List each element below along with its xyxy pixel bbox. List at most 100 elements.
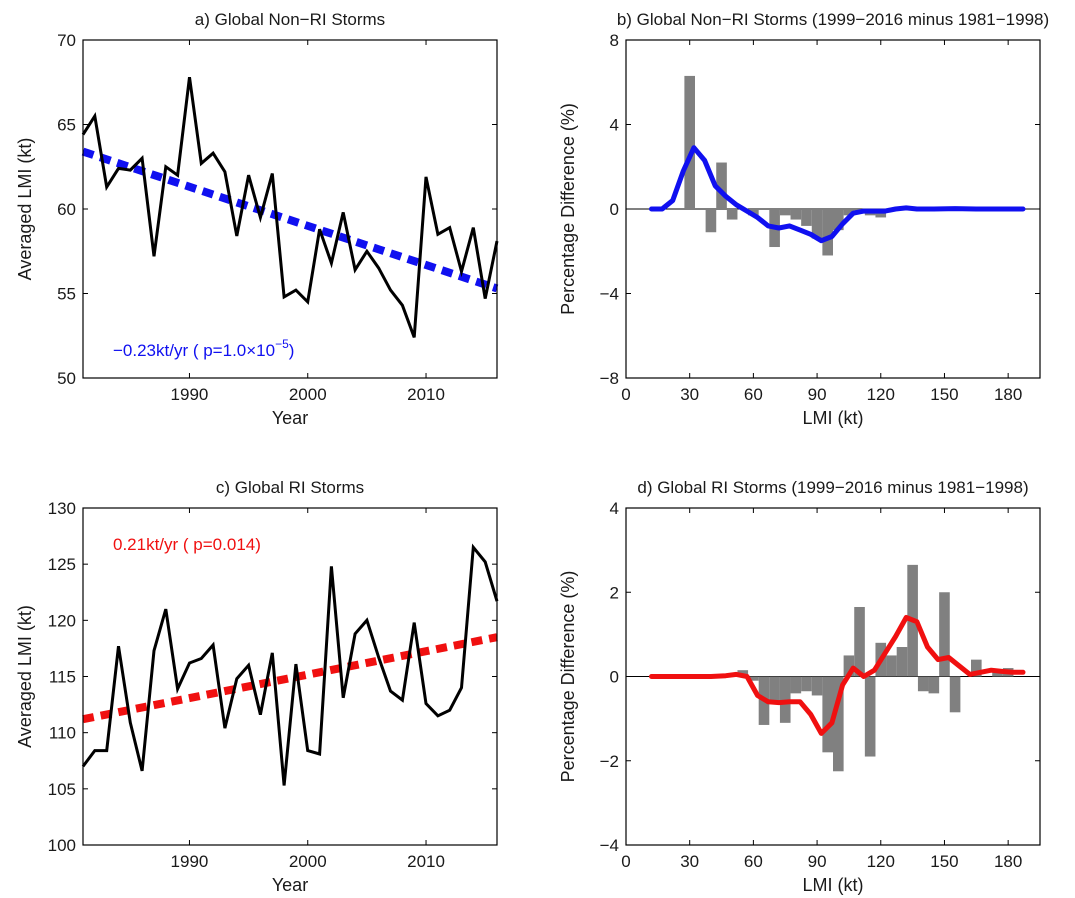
- plot-frame: [82, 39, 498, 379]
- histogram-bar: [790, 676, 802, 694]
- histogram-bar: [684, 75, 695, 209]
- histogram-bar: [822, 209, 833, 256]
- plot-frame: [82, 507, 498, 846]
- histogram-bar: [790, 209, 802, 220]
- trend-annotation-exponent: −5: [275, 337, 289, 351]
- x-tick-label: 120: [867, 852, 895, 871]
- histogram-bar: [843, 655, 855, 677]
- histogram-bar: [886, 655, 897, 677]
- x-tick-label: 60: [744, 852, 763, 871]
- y-tick-label: −4: [600, 285, 619, 304]
- y-tick-label: −4: [600, 836, 619, 855]
- histogram-bar: [928, 676, 940, 694]
- x-tick-label: 0: [621, 852, 630, 871]
- x-tick-label: 2000: [289, 852, 327, 871]
- histogram-bar: [705, 209, 717, 233]
- y-tick-label: 4: [610, 499, 619, 518]
- x-axis-label: LMI (kt): [803, 875, 864, 895]
- histogram-bar: [748, 676, 759, 681]
- histogram-bar: [833, 209, 844, 231]
- trend-line: [82, 633, 498, 724]
- annual-lmi-line: [81, 76, 499, 338]
- trend-line: [81, 147, 499, 293]
- histogram-bar: [971, 659, 982, 677]
- x-tick-label: 30: [680, 385, 699, 404]
- histogram-bar: [896, 647, 908, 677]
- histogram-bar: [811, 676, 823, 696]
- y-tick-label: 0: [610, 668, 619, 687]
- y-tick-label: 130: [48, 499, 76, 518]
- x-tick-label: 30: [680, 852, 699, 871]
- x-axis-label: Year: [272, 875, 308, 895]
- histogram-bar: [917, 676, 929, 692]
- y-tick-label: 100: [48, 836, 76, 855]
- trend-annotation-text: −0.23kt/yr ( p=1.0×10: [113, 341, 275, 360]
- trend-annotation: −0.23kt/yr ( p=1.0×10−5): [113, 337, 294, 360]
- y-tick-label: 70: [57, 31, 76, 50]
- histogram-bar: [801, 676, 812, 692]
- x-tick-label: 2000: [289, 385, 327, 404]
- trend-annotation-close: ): [289, 341, 295, 360]
- trend-annotation: 0.21kt/yr ( p=0.014): [113, 535, 261, 554]
- histogram-bar: [949, 676, 961, 713]
- y-tick-label: 105: [48, 780, 76, 799]
- x-tick-label: 180: [994, 385, 1022, 404]
- difference-line: [649, 615, 1026, 736]
- chart-title: a) Global Non−RI Storms: [195, 10, 385, 29]
- y-tick-label: 115: [49, 668, 76, 687]
- difference-line: [649, 145, 1026, 244]
- panel-d-chart: d) Global RI Storms (1999−2016 minus 198…: [558, 478, 1041, 895]
- y-tick-label: −2: [600, 752, 619, 771]
- x-tick-label: 1990: [171, 385, 209, 404]
- x-axis-label: LMI (kt): [803, 408, 864, 428]
- y-axis-label: Averaged LMI (kt): [15, 138, 35, 281]
- histogram-bar: [843, 209, 855, 216]
- histogram-bar: [769, 676, 780, 702]
- x-tick-label: 90: [808, 385, 827, 404]
- y-axis-label: Percentage Difference (%): [558, 103, 578, 315]
- panel-c-chart: c) Global RI Storms 0.21kt/yr ( p=0.014) 1…: [15, 478, 499, 895]
- x-tick-label: 1990: [171, 852, 209, 871]
- x-tick-label: 120: [867, 385, 895, 404]
- histogram-bar: [939, 592, 950, 677]
- histogram-bar: [716, 162, 727, 209]
- x-tick-label: 90: [808, 852, 827, 871]
- panel-b-chart: b) Global Non−RI Storms (1999−2016 minus…: [558, 10, 1049, 428]
- histogram-bar: [992, 672, 1003, 677]
- histogram-bar: [811, 209, 823, 239]
- y-tick-label: 4: [610, 116, 619, 135]
- y-tick-label: 110: [49, 724, 76, 743]
- y-tick-label: 50: [57, 369, 76, 388]
- y-tick-label: 120: [48, 611, 76, 630]
- chart-title: d) Global RI Storms (1999−2016 minus 198…: [637, 478, 1028, 497]
- y-tick-label: 8: [610, 31, 619, 50]
- x-tick-label: 2010: [407, 852, 445, 871]
- y-tick-label: 2: [610, 583, 619, 602]
- x-tick-label: 2010: [407, 385, 445, 404]
- chart-title: c) Global RI Storms: [216, 478, 364, 497]
- x-axis-label: Year: [272, 408, 308, 428]
- y-tick-label: 55: [57, 285, 76, 304]
- x-tick-label: 150: [930, 385, 958, 404]
- annual-lmi-line: [81, 543, 499, 786]
- histogram-bar: [854, 606, 865, 677]
- y-axis-label: Averaged LMI (kt): [15, 605, 35, 748]
- y-tick-label: 125: [48, 555, 76, 574]
- histogram-bar: [864, 676, 876, 757]
- histogram-bar: [833, 676, 844, 772]
- x-tick-label: 0: [621, 385, 630, 404]
- histogram-bar: [822, 676, 833, 753]
- histogram-bar: [801, 209, 812, 226]
- y-tick-label: 0: [610, 200, 619, 219]
- x-tick-label: 180: [994, 852, 1022, 871]
- x-tick-label: 150: [930, 852, 958, 871]
- x-tick-label: 60: [744, 385, 763, 404]
- panel-a-chart: a) Global Non−RI Storms −0.23kt/yr ( p=1.…: [15, 10, 499, 428]
- chart-title: b) Global Non−RI Storms (1999−2016 minus…: [617, 10, 1049, 29]
- y-tick-label: 60: [57, 200, 76, 219]
- y-tick-label: −8: [600, 369, 619, 388]
- histogram-bar: [726, 209, 738, 220]
- histogram-bar: [779, 209, 791, 216]
- y-axis-label: Percentage Difference (%): [558, 571, 578, 783]
